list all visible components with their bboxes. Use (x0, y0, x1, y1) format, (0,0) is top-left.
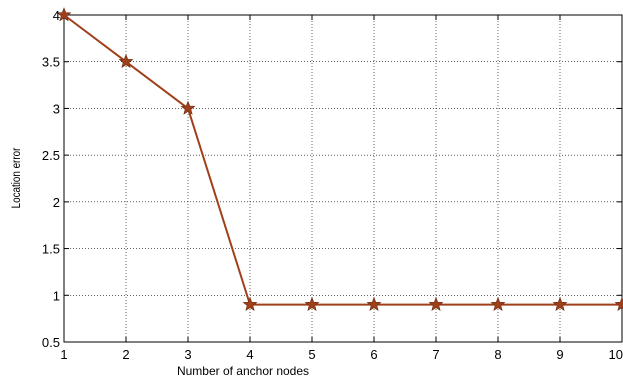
y-tick-label: 3 (53, 101, 60, 116)
x-tick-label: 6 (370, 347, 377, 362)
x-axis-label: Number of anchor nodes (177, 364, 309, 376)
y-axis-label: Location error (10, 147, 23, 208)
data-point-star (428, 296, 444, 311)
y-tick-label: 3.5 (42, 55, 60, 70)
y-tick-label: 0.5 (42, 335, 60, 350)
data-point-star (304, 296, 320, 311)
x-tick-label: 5 (308, 347, 315, 362)
x-tick-label: 10 (609, 347, 623, 362)
data-point-star (366, 296, 382, 311)
y-tick-label: 1.5 (42, 242, 60, 257)
y-tick-labels: 0.5 1 1.5 2 2.5 3 3.5 4 (42, 8, 60, 350)
x-tick-label: 1 (60, 347, 67, 362)
data-point-star (56, 7, 72, 22)
axis-ticks (63, 14, 623, 343)
y-tick-label: 4 (53, 8, 60, 23)
grid (64, 15, 622, 342)
x-tick-label: 2 (122, 347, 129, 362)
y-tick-label: 2 (53, 195, 60, 210)
data-point-star (242, 296, 258, 311)
x-tick-label: 3 (184, 347, 191, 362)
plot-area-frame (63, 14, 623, 343)
series-group (56, 7, 623, 311)
x-tick-label: 8 (494, 347, 501, 362)
x-tick-label: 9 (556, 347, 563, 362)
x-tick-label: 7 (432, 347, 439, 362)
y-tick-label: 2.5 (42, 148, 60, 163)
series-line (63, 14, 622, 306)
data-point-star (118, 53, 134, 69)
data-point-star (180, 100, 196, 115)
data-point-star (490, 296, 506, 311)
x-tick-label: 4 (246, 347, 253, 362)
data-point-star (552, 296, 568, 311)
x-tick-labels: 1 2 3 4 5 6 7 8 9 10 (60, 347, 623, 362)
data-point-star (614, 296, 623, 311)
y-tick-label: 1 (53, 288, 60, 303)
